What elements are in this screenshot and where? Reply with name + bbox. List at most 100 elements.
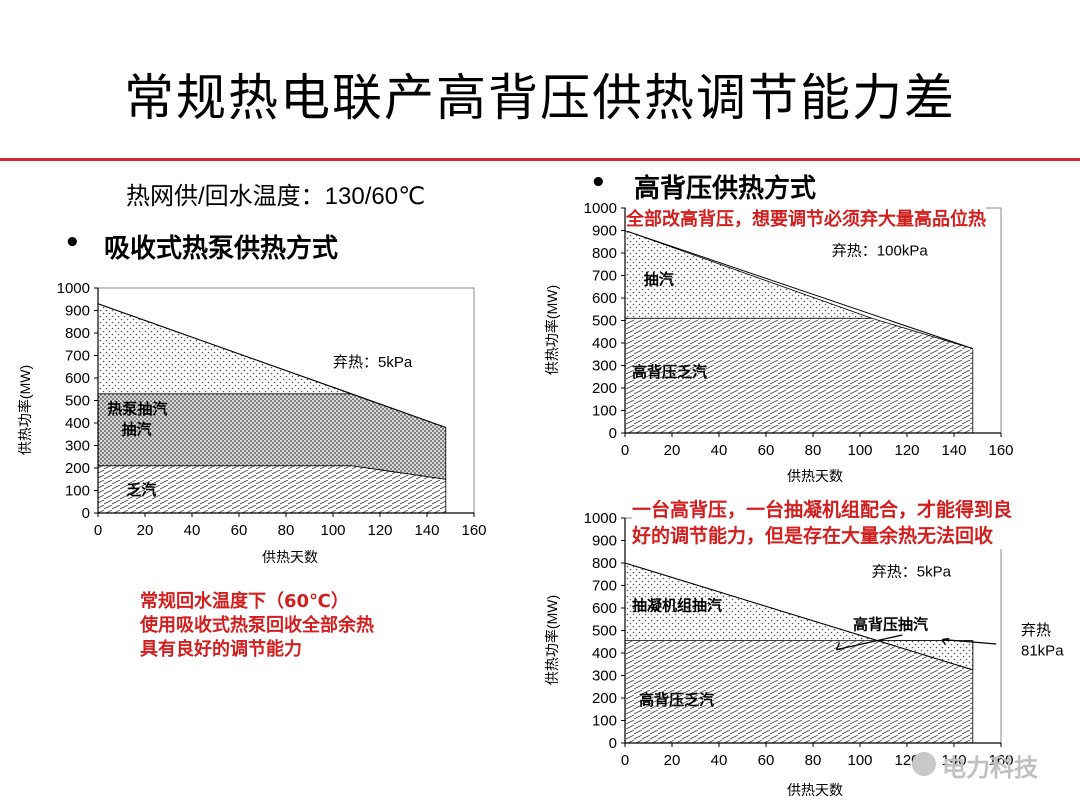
page-title: 常规热电联产高背压供热调节能力差 <box>124 69 956 127</box>
x-tick-label: 140 <box>414 522 439 539</box>
x-tick-label: 20 <box>137 522 154 539</box>
curtailment-note: 弃热：5kPa <box>333 354 413 371</box>
side-note: 81kPa <box>1021 642 1064 659</box>
x-tick-label: 60 <box>758 752 775 769</box>
watermark-text: 电力科技 <box>942 755 1038 782</box>
y-tick-label: 800 <box>65 325 90 342</box>
x-tick-label: 20 <box>664 442 681 459</box>
y-tick-label: 500 <box>592 623 617 640</box>
x-axis-label: 供热天数 <box>262 549 318 565</box>
y-tick-label: 0 <box>609 425 617 442</box>
arrowhead <box>835 642 845 651</box>
x-tick-label: 80 <box>805 442 822 459</box>
x-tick-label: 0 <box>621 752 629 769</box>
x-tick-label: 100 <box>847 752 872 769</box>
x-tick-label: 60 <box>758 442 775 459</box>
arrowhead <box>941 637 950 645</box>
right-top-annotation: 全部改高背压，想要调节必须弃大量高品位热 <box>626 205 986 231</box>
series-label: 热泵抽汽 <box>107 400 167 418</box>
y-tick-label: 600 <box>592 290 617 307</box>
x-tick-label: 40 <box>184 522 201 539</box>
series-label: 高背压抽汽 <box>853 615 928 633</box>
x-tick-label: 100 <box>847 442 872 459</box>
y-tick-label: 200 <box>592 380 617 397</box>
x-tick-label: 80 <box>278 522 295 539</box>
annotation-line: 具有良好的调节能力 <box>140 639 302 660</box>
series-label: 抽凝机组抽汽 <box>632 596 722 614</box>
left-heading: 吸收式热泵供热方式 <box>104 234 339 264</box>
y-tick-label: 700 <box>592 578 617 595</box>
series-label: 高背压乏汽 <box>632 363 707 381</box>
y-axis-label: 供热功率(MW) <box>544 285 560 375</box>
y-tick-label: 300 <box>592 668 617 685</box>
y-tick-label: 500 <box>65 393 90 410</box>
annotation-line: 好的调节能力，但是存在大量余热无法回收 <box>632 525 994 547</box>
curtailment-note: 弃热：5kPa <box>872 564 952 581</box>
x-tick-label: 120 <box>894 442 919 459</box>
y-tick-label: 800 <box>592 555 617 572</box>
y-tick-label: 300 <box>65 438 90 455</box>
y-tick-label: 1000 <box>57 280 90 297</box>
series-line <box>624 230 973 350</box>
y-axis-label: 供热功率(MW) <box>544 595 560 685</box>
bullet-dot: • <box>64 228 81 258</box>
y-tick-label: 400 <box>592 645 617 662</box>
right-heading: 高背压供热方式 <box>634 174 817 204</box>
temperature-note: 热网供/回水温度：130/60℃ <box>126 183 426 210</box>
y-tick-label: 900 <box>592 533 617 550</box>
y-tick-label: 900 <box>592 223 617 240</box>
y-tick-label: 100 <box>65 483 90 500</box>
chart-combined: 抽凝机组抽汽高背压抽汽高背压乏汽弃热81kPa弃热：5kPa0100200300… <box>544 510 1064 798</box>
y-tick-label: 200 <box>592 690 617 707</box>
annotation-line: 使用吸收式热泵回收全部余热 <box>140 615 374 636</box>
chart-heat-pump: 抽汽热泵抽汽乏汽弃热：5kPa0100200300400500600700800… <box>17 280 487 565</box>
x-tick-label: 160 <box>988 442 1013 459</box>
arrow <box>836 634 903 651</box>
y-tick-label: 700 <box>592 268 617 285</box>
series-line <box>624 562 973 671</box>
x-tick-label: 60 <box>231 522 248 539</box>
x-tick-label: 0 <box>621 442 629 459</box>
note-bg <box>865 560 956 583</box>
x-tick-label: 100 <box>320 522 345 539</box>
y-tick-label: 300 <box>592 358 617 375</box>
y-tick-label: 600 <box>592 600 617 617</box>
y-tick-label: 800 <box>592 245 617 262</box>
y-tick-label: 100 <box>592 713 617 730</box>
x-tick-label: 80 <box>805 752 822 769</box>
series-label: 乏汽 <box>126 481 156 499</box>
arrow <box>942 638 997 645</box>
y-tick-label: 0 <box>82 505 90 522</box>
y-tick-label: 0 <box>609 735 617 752</box>
y-tick-label: 600 <box>65 370 90 387</box>
series-label: 高背压乏汽 <box>639 691 714 709</box>
curtailment-note: 弃热：100kPa <box>832 242 929 259</box>
title-divider <box>0 158 1080 161</box>
y-axis-label: 供热功率(MW) <box>17 365 33 455</box>
x-axis-label: 供热天数 <box>787 468 843 484</box>
x-tick-label: 120 <box>367 522 392 539</box>
y-tick-label: 1000 <box>584 200 617 217</box>
series-label: 抽汽 <box>644 271 674 289</box>
annotation-line: 一台高背压，一台抽凝机组配合，才能得到良 <box>632 499 1013 521</box>
series-label: 抽汽 <box>122 420 152 438</box>
x-tick-label: 160 <box>988 752 1013 769</box>
series-line <box>97 303 446 428</box>
right-bottom-annotation: 一台高背压，一台抽凝机组配合，才能得到良 好的调节能力，但是存在大量余热无法回收 <box>632 497 1013 549</box>
x-axis-label: 供热天数 <box>787 782 843 798</box>
y-tick-label: 900 <box>65 303 90 320</box>
y-tick-label: 100 <box>592 403 617 420</box>
bullet-dot: • <box>590 168 607 198</box>
x-tick-label: 140 <box>941 442 966 459</box>
x-tick-label: 160 <box>461 522 486 539</box>
side-note: 弃热 <box>1021 622 1051 639</box>
y-tick-label: 400 <box>592 335 617 352</box>
x-tick-label: 40 <box>711 442 728 459</box>
annotation-line: 常规回水温度下（60℃） <box>140 591 349 612</box>
left-annotation: 常规回水温度下（60℃） 使用吸收式热泵回收全部余热 具有良好的调节能力 <box>140 590 374 662</box>
y-tick-label: 1000 <box>584 510 617 527</box>
y-tick-label: 500 <box>592 313 617 330</box>
x-tick-label: 0 <box>94 522 102 539</box>
x-tick-label: 140 <box>941 752 966 769</box>
x-tick-label: 20 <box>664 752 681 769</box>
